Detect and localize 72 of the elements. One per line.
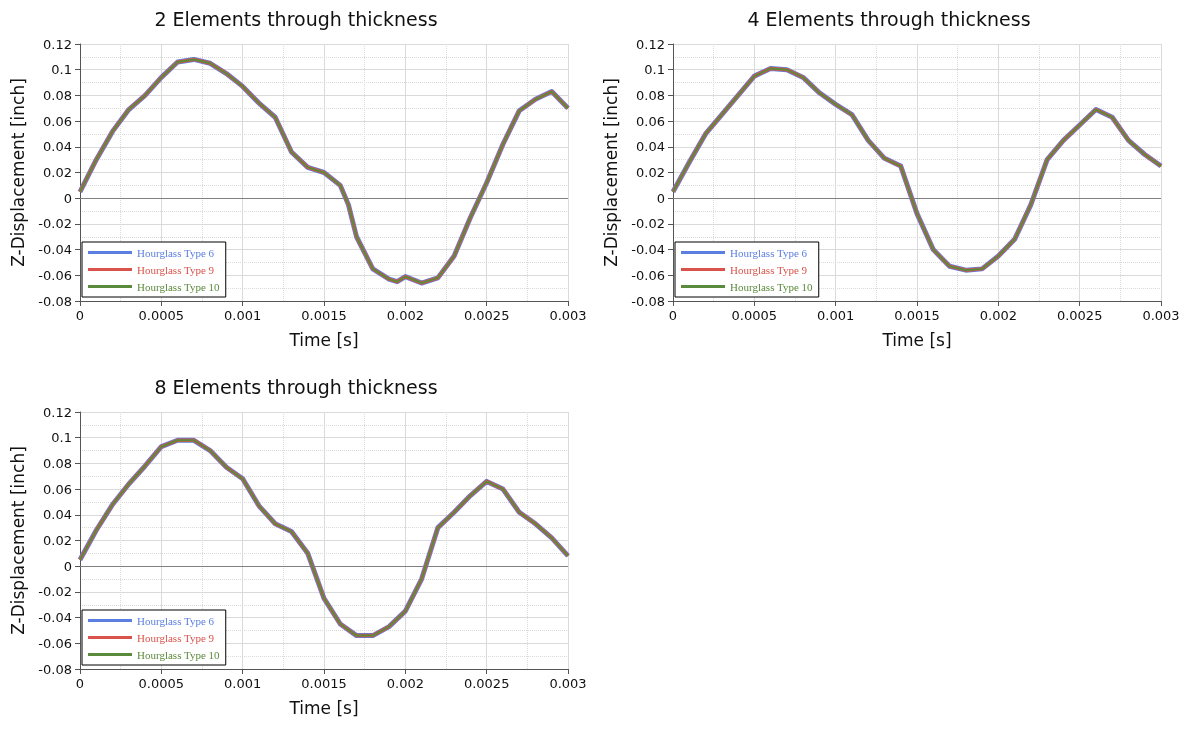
y-tick-label: -0.04 xyxy=(38,242,72,258)
legend-label: Hourglass Type 9 xyxy=(137,263,215,276)
y-tick-label: 0.02 xyxy=(43,533,72,548)
y-tick-label: 0 xyxy=(63,558,72,574)
y-axis-title: Z-Displacement [inch] xyxy=(7,446,28,635)
y-tick-label: -0.04 xyxy=(631,242,665,258)
y-tick-label: 0.08 xyxy=(636,87,665,103)
y-tick-label: 0.04 xyxy=(43,507,72,523)
y-tick-label: -0.02 xyxy=(38,584,72,600)
y-tick-label: 0.04 xyxy=(636,139,665,155)
y-tick-label: 0.1 xyxy=(644,62,665,78)
y-tick-label: -0.02 xyxy=(631,216,665,232)
y-tick-label: 0 xyxy=(656,190,665,206)
x-tick-label: 0.0025 xyxy=(463,308,510,323)
legend-label: Hourglass Type 9 xyxy=(730,263,808,276)
y-tick-label: 0.1 xyxy=(51,430,72,446)
y-tick-label: -0.08 xyxy=(38,293,72,309)
x-tick-label: 0.0005 xyxy=(731,308,778,323)
x-axis-title: Time [s] xyxy=(288,329,359,350)
y-tick-label: -0.06 xyxy=(631,267,665,283)
legend-label: Hourglass Type 6 xyxy=(137,246,215,259)
x-tick-label: 0.003 xyxy=(1142,308,1180,323)
y-axis-title: Z-Displacement [inch] xyxy=(7,78,28,267)
y-tick-label: -0.08 xyxy=(631,293,665,309)
legend-label: Hourglass Type 10 xyxy=(137,280,221,293)
x-axis-title: Time [s] xyxy=(288,697,359,718)
y-tick-label: 0.12 xyxy=(636,36,665,52)
x-tick-label: 0.003 xyxy=(549,308,587,323)
x-tick-label: 0 xyxy=(75,676,85,691)
y-tick-label: 0.12 xyxy=(43,404,72,420)
x-axis-title: Time [s] xyxy=(881,329,952,350)
x-tick-label: 0.0005 xyxy=(138,308,185,323)
y-tick-label: 0.12 xyxy=(43,36,72,52)
x-tick-label: 0.0015 xyxy=(894,308,940,323)
x-tick-label: 0.001 xyxy=(224,308,262,323)
y-tick-label: -0.08 xyxy=(38,661,72,677)
y-tick-label: 0.08 xyxy=(43,87,72,103)
x-tick-label: 0.0025 xyxy=(1056,308,1103,323)
x-tick-label: 0.0015 xyxy=(301,308,347,323)
x-tick-label: 0 xyxy=(668,308,678,323)
x-tick-label: 0.001 xyxy=(817,308,855,323)
x-tick-label: 0.0015 xyxy=(301,676,347,691)
y-tick-label: 0.06 xyxy=(43,113,72,129)
y-tick-label: 0.02 xyxy=(43,165,72,180)
y-tick-label: 0.1 xyxy=(51,62,72,78)
x-tick-label: 0 xyxy=(75,308,85,323)
chart-title: 2 Elements through thickness xyxy=(154,7,438,30)
y-tick-label: 0.06 xyxy=(43,481,72,497)
y-tick-label: 0.04 xyxy=(43,139,72,155)
x-tick-label: 0.002 xyxy=(386,676,424,691)
x-tick-label: 0.003 xyxy=(549,676,587,691)
legend-label: Hourglass Type 6 xyxy=(730,246,808,259)
legend-label: Hourglass Type 10 xyxy=(137,648,221,661)
y-tick-label: -0.04 xyxy=(38,610,72,626)
y-tick-label: -0.02 xyxy=(38,216,72,232)
legend-label: Hourglass Type 6 xyxy=(137,614,215,627)
legend-label: Hourglass Type 10 xyxy=(730,280,814,293)
x-tick-label: 0.0005 xyxy=(138,676,185,691)
x-tick-label: 0.002 xyxy=(979,308,1017,323)
chart-title: 8 Elements through thickness xyxy=(154,375,438,398)
legend-label: Hourglass Type 9 xyxy=(137,631,215,644)
y-tick-label: 0.06 xyxy=(636,113,665,129)
x-tick-label: 0.002 xyxy=(386,308,424,323)
y-axis-title: Z-Displacement [inch] xyxy=(600,78,621,267)
y-tick-label: 0.08 xyxy=(43,455,72,471)
chart-title: 4 Elements through thickness xyxy=(747,7,1031,30)
y-tick-label: -0.06 xyxy=(38,635,72,651)
x-tick-label: 0.0025 xyxy=(463,676,510,691)
y-tick-label: 0 xyxy=(63,190,72,206)
y-tick-label: -0.06 xyxy=(38,267,72,283)
x-tick-label: 0.001 xyxy=(224,676,262,691)
y-tick-label: 0.02 xyxy=(636,165,665,180)
